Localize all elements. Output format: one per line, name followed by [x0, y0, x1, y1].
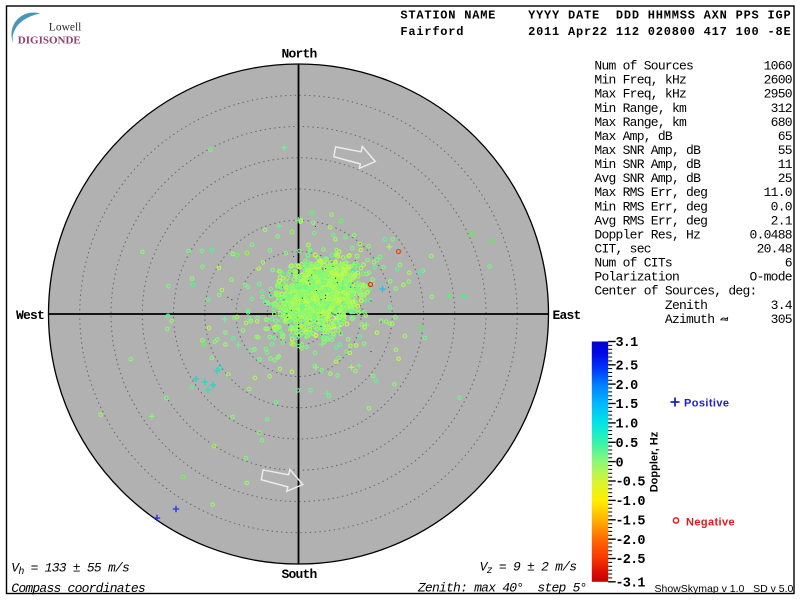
- svg-text:Doppler, Hz: Doppler, Hz: [649, 431, 661, 492]
- svg-text:1.0: 1.0: [616, 418, 639, 433]
- svg-text:Polarization O-mode: Polarization O-mode: [594, 270, 791, 285]
- svg-text:Vh = 133 ± 55 m/s: Vh = 133 ± 55 m/s: [11, 561, 129, 579]
- svg-text:Num of Sources 1060: Num of Sources 1060: [594, 59, 791, 74]
- svg-text:Max RMS Err, deg 11.0: Max RMS Err, deg 11.0: [594, 185, 791, 200]
- svg-text:East: East: [553, 308, 581, 323]
- svg-text:Compass coordinates: Compass coordinates: [11, 581, 145, 596]
- svg-text:-2.5: -2.5: [616, 553, 646, 568]
- svg-text:3.1: 3.1: [616, 336, 639, 351]
- svg-text:Avg RMS Err, deg 2.1: Avg RMS Err, deg 2.1: [594, 213, 792, 228]
- svg-text:-2.0: -2.0: [616, 534, 646, 549]
- svg-text:Negative: Negative: [686, 517, 735, 529]
- svg-text:Min SNR Amp, dB 11: Min SNR Amp, dB 11: [594, 157, 792, 172]
- svg-text:Num of CITs 6: Num of CITs 6: [594, 256, 791, 271]
- svg-text:-1.5: -1.5: [616, 515, 646, 530]
- svg-text:-1.0: -1.0: [616, 495, 646, 510]
- svg-text:Fairford 2011 Apr22 112: Fairford 2011 Apr22 112 020800 417 100 -…: [400, 25, 791, 39]
- svg-text:CIT, sec 20.48: CIT, sec 20.48: [594, 242, 791, 257]
- svg-text:Max Range, km 680: Max Range, km 680: [594, 115, 791, 130]
- svg-text:Lowell: Lowell: [49, 22, 82, 34]
- svg-text:2.0: 2.0: [616, 379, 639, 394]
- svg-text:West: West: [16, 308, 44, 323]
- svg-text:Max Freq, kHz 2950: Max Freq, kHz 2950: [594, 87, 791, 102]
- svg-text:STATION NAME YYYY DATE DDD: STATION NAME YYYY DATE DDD HHMMSS AXN PP…: [400, 9, 791, 23]
- svg-text:Vz = 9 ± 2 m/s: Vz = 9 ± 2 m/s: [480, 559, 577, 577]
- svg-text:Avg SNR Amp, dB 25: Avg SNR Amp, dB 25: [594, 171, 791, 186]
- svg-text:South: South: [282, 567, 318, 582]
- svg-text:Center of Sources, deg:: Center of Sources, deg:: [594, 284, 756, 299]
- svg-text:Min RMS Err, deg 0.0: Min RMS Err, deg 0.0: [594, 199, 791, 214]
- svg-text:0: 0: [616, 456, 624, 471]
- svg-text:Min Range, km 312: Min Range, km 312: [594, 101, 791, 116]
- svg-text:Zenith: max 40° step 5°: Zenith: max 40° step 5°: [417, 581, 587, 596]
- svg-text:-3.1: -3.1: [616, 577, 646, 592]
- svg-text:Azimuth 305: Azimuth 305: [594, 312, 791, 327]
- svg-text:Min Freq, kHz 2600: Min Freq, kHz 2600: [594, 73, 791, 88]
- svg-text:Zenith 3.4: Zenith 3.4: [594, 298, 792, 313]
- svg-text:0.5: 0.5: [616, 437, 639, 452]
- svg-text:Max SNR Amp, dB 55: Max SNR Amp, dB 55: [594, 143, 791, 158]
- svg-text:2.5: 2.5: [616, 360, 639, 375]
- svg-text:Max Amp, dB 65: Max Amp, dB 65: [594, 129, 791, 144]
- svg-text:-0.5: -0.5: [616, 476, 646, 491]
- svg-text:Positive: Positive: [684, 398, 729, 410]
- svg-text:ShowSkymap v 1.0 SD v 5.0: ShowSkymap v 1.0 SD v 5.0: [655, 583, 794, 595]
- svg-text:North: North: [282, 47, 318, 62]
- svg-text:Doppler Res, Hz 0.0488: Doppler Res, Hz 0.0488: [594, 227, 791, 242]
- svg-text:DIGISONDE: DIGISONDE: [18, 35, 81, 47]
- svg-text:1.5: 1.5: [616, 398, 639, 413]
